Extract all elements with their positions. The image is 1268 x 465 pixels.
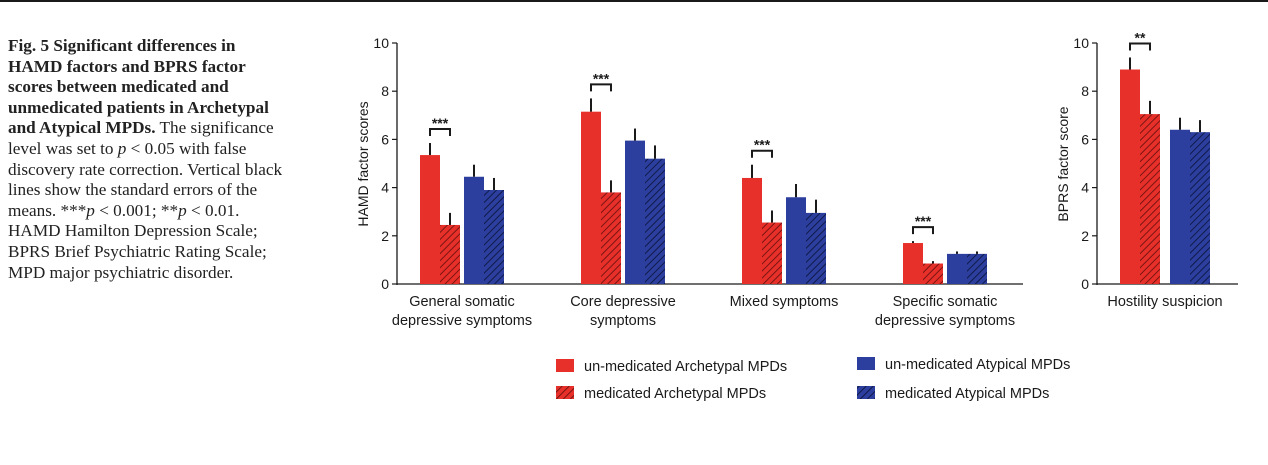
bar xyxy=(806,212,826,284)
bar xyxy=(1120,69,1140,284)
x-category-label: Hostility suspicion xyxy=(1107,294,1222,310)
significance-label: *** xyxy=(915,213,932,229)
y-tick-label: 8 xyxy=(381,83,389,99)
y-tick-label: 4 xyxy=(1081,180,1089,196)
y-tick-label: 4 xyxy=(381,180,389,196)
bar xyxy=(440,224,460,284)
caption-text-2: < 0.05 with false discovery rate correct… xyxy=(8,138,283,220)
legend-label: un-medicated Atypical MPDs xyxy=(885,357,1070,373)
significance-label: ** xyxy=(1135,29,1146,45)
bar xyxy=(645,158,665,284)
legend-swatch xyxy=(857,386,875,399)
bar xyxy=(601,192,621,284)
caption-text-4: < 0.01. HAMD Hamilton Depression Scale; … xyxy=(8,200,267,282)
bar xyxy=(762,222,782,284)
bprs-chart: 0 2 4 6 8 10 BPRS factor score ** Hostility susp… xyxy=(1055,29,1238,310)
y-tick-label: 6 xyxy=(381,131,389,147)
bar xyxy=(786,197,806,284)
x-category-label: symptoms xyxy=(590,313,656,329)
x-category-label: depressive symptoms xyxy=(392,313,532,329)
significance-bracket xyxy=(590,83,612,92)
significance-bracket xyxy=(1129,42,1151,51)
y-tick-label: 10 xyxy=(1073,35,1089,51)
bar xyxy=(967,253,987,284)
bar xyxy=(625,140,645,284)
bar xyxy=(464,176,484,284)
bar xyxy=(742,177,762,284)
legend: un-medicated Archetypal MPDs medicated Ar… xyxy=(556,357,1070,402)
top-rule xyxy=(0,0,1268,2)
y-tick-label: 8 xyxy=(1081,83,1089,99)
x-category-label: Mixed symptoms xyxy=(730,294,839,310)
y-tick-label: 6 xyxy=(1081,131,1089,147)
legend-swatch xyxy=(857,357,875,370)
bar xyxy=(903,243,923,284)
caption-p-symbol-2: p xyxy=(86,200,95,220)
hamd-chart: 0 2 4 6 8 10 HAMD factor scores *** General soma… xyxy=(355,35,1023,329)
bar xyxy=(484,190,504,284)
y-tick-label: 10 xyxy=(373,35,389,51)
significance-label: *** xyxy=(593,70,610,86)
bar xyxy=(947,253,967,284)
x-category-label: Specific somatic xyxy=(893,294,998,310)
significance-label: *** xyxy=(432,115,449,131)
y-tick-label: 0 xyxy=(1081,276,1089,292)
y-tick-label: 2 xyxy=(381,228,389,244)
bar xyxy=(581,111,601,284)
bar xyxy=(1190,132,1210,284)
caption-text-1: The significance level was set to xyxy=(8,118,274,158)
bar xyxy=(1170,129,1190,284)
legend-label: un-medicated Archetypal MPDs xyxy=(584,359,787,375)
x-category-label: depressive symptoms xyxy=(875,313,1015,329)
y-tick-label: 0 xyxy=(381,276,389,292)
caption-p-symbol-3: p xyxy=(178,200,187,220)
bar xyxy=(420,155,440,284)
significance-bracket xyxy=(912,226,934,235)
legend-swatch xyxy=(556,386,574,399)
caption-title: Fig. 5 Significant differences in HAMD f… xyxy=(8,36,269,138)
y-axis-label: BPRS factor score xyxy=(1055,106,1071,221)
y-tick-label: 2 xyxy=(1081,228,1089,244)
y-axis-label: HAMD factor scores xyxy=(355,101,371,226)
caption-p-symbol-1: p xyxy=(117,138,127,158)
figure-caption: Fig. 5 Significant differences in HAMD f… xyxy=(8,36,290,283)
bar xyxy=(923,263,943,284)
bar xyxy=(1140,114,1160,284)
x-category-label: Core depressive xyxy=(570,294,676,310)
legend-label: medicated Atypical MPDs xyxy=(885,386,1049,402)
x-category-label: General somatic xyxy=(409,294,515,310)
caption-text-3: < 0.001; ** xyxy=(94,200,179,220)
significance-label: *** xyxy=(754,137,771,153)
significance-bracket xyxy=(429,128,451,137)
legend-swatch xyxy=(556,359,574,372)
significance-bracket xyxy=(751,149,773,158)
legend-label: medicated Archetypal MPDs xyxy=(584,386,766,402)
